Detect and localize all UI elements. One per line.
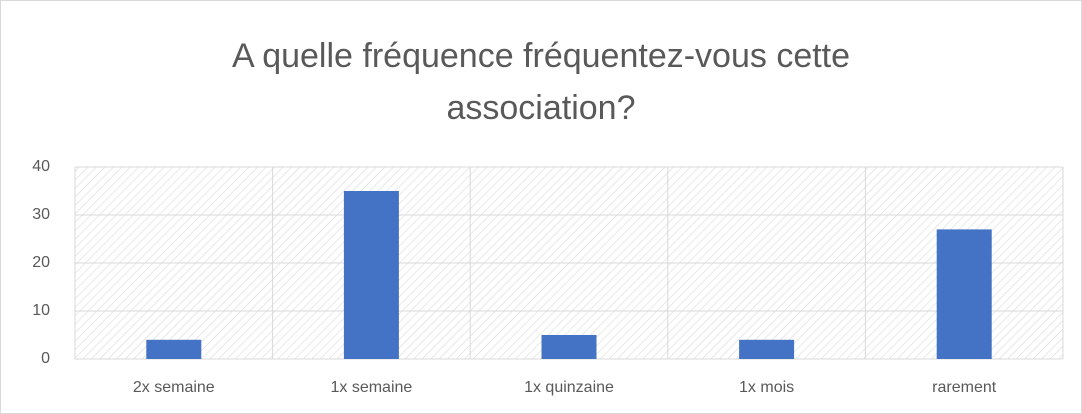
bar: [146, 339, 202, 359]
x-tick-label: rarement: [932, 379, 997, 396]
x-tick-label: 1x quinzaine: [524, 379, 614, 396]
x-tick-label: 1x mois: [739, 379, 794, 396]
bar: [343, 191, 399, 359]
chart-title: A quelle fréquence fréquentez-vous cette…: [231, 37, 851, 127]
y-tick-label: 30: [32, 206, 50, 223]
x-tick-label: 2x semaine: [133, 379, 215, 396]
y-tick-label: 40: [32, 158, 50, 175]
y-tick-label: 20: [32, 254, 50, 271]
x-tick-label: 1x semaine: [330, 379, 412, 396]
y-tick-label: 10: [32, 302, 50, 319]
y-tick-label: 0: [41, 350, 50, 367]
bar: [739, 339, 795, 359]
bar: [541, 335, 597, 359]
bar: [936, 229, 992, 359]
